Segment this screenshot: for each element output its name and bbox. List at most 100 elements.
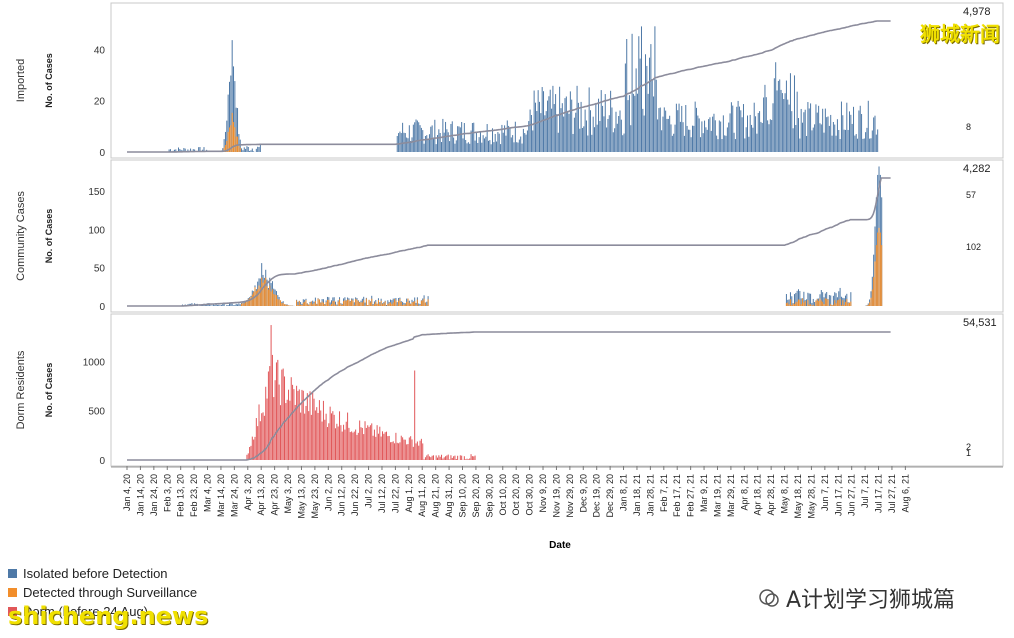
bar-isolated bbox=[322, 299, 324, 306]
bar-isolated bbox=[419, 125, 421, 152]
bar-surveillance bbox=[373, 303, 375, 306]
bar-isolated bbox=[391, 300, 393, 306]
bar-isolated bbox=[798, 289, 799, 306]
bar-isolated bbox=[855, 134, 857, 152]
bar-dorm bbox=[314, 410, 316, 460]
x-tick-label: May 23, 20 bbox=[310, 474, 320, 519]
bar-isolated bbox=[791, 111, 793, 152]
bar-isolated bbox=[820, 290, 822, 306]
bar-surveillance bbox=[407, 298, 409, 306]
bar-isolated bbox=[638, 36, 640, 152]
bar-isolated bbox=[493, 142, 495, 152]
bar-dorm bbox=[336, 423, 338, 460]
bar-dorm bbox=[445, 456, 447, 460]
bar-isolated bbox=[259, 144, 261, 152]
bar-surveillance bbox=[398, 300, 400, 306]
bar-isolated bbox=[814, 301, 816, 306]
bar-surveillance bbox=[367, 305, 369, 306]
bar-dorm bbox=[411, 439, 413, 460]
bar-isolated bbox=[650, 44, 652, 153]
bar-isolated bbox=[579, 128, 581, 152]
bar-surveillance bbox=[284, 304, 286, 306]
bar-dorm bbox=[279, 405, 281, 460]
bar-isolated bbox=[717, 139, 719, 152]
bar-dorm bbox=[266, 398, 268, 460]
bar-isolated bbox=[249, 150, 251, 152]
bar-isolated bbox=[447, 132, 449, 152]
bar-surveillance bbox=[394, 298, 396, 306]
bar-isolated bbox=[661, 130, 663, 152]
bar-surveillance bbox=[871, 289, 873, 306]
bar-isolated bbox=[250, 150, 252, 152]
x-tick-label: Aug 21, 20 bbox=[431, 474, 441, 518]
bar-isolated bbox=[455, 140, 457, 152]
bar-surveillance bbox=[838, 299, 840, 306]
bar-dorm bbox=[332, 411, 334, 460]
bar-isolated bbox=[504, 125, 506, 152]
bar-isolated bbox=[807, 292, 809, 306]
bar-isolated bbox=[647, 93, 649, 152]
bar-isolated bbox=[547, 100, 549, 152]
bar-surveillance bbox=[243, 303, 245, 306]
bar-surveillance bbox=[361, 302, 363, 306]
bar-dorm bbox=[395, 432, 397, 460]
bar-surveillance bbox=[812, 304, 814, 306]
x-tick-label: Nov 9, 20 bbox=[538, 474, 548, 513]
bar-isolated bbox=[755, 116, 757, 152]
bar-dorm bbox=[270, 325, 272, 460]
bar-isolated bbox=[553, 104, 555, 152]
bar-isolated bbox=[549, 89, 551, 152]
bar-isolated bbox=[838, 130, 840, 152]
bar-isolated bbox=[533, 90, 535, 152]
bar-dorm bbox=[316, 407, 318, 460]
cumulative-total-label: 4,282 bbox=[963, 163, 991, 175]
bar-isolated bbox=[604, 94, 606, 152]
bar-isolated bbox=[402, 122, 404, 152]
bar-isolated bbox=[589, 110, 591, 152]
bar-dorm bbox=[324, 419, 326, 460]
bar-surveillance bbox=[316, 304, 318, 306]
bar-isolated bbox=[516, 142, 518, 152]
watermark-bottom-right: A计划学习狮城篇 bbox=[758, 582, 955, 614]
bar-isolated bbox=[654, 26, 656, 152]
bar-isolated bbox=[669, 115, 671, 152]
bar-dorm bbox=[329, 406, 331, 460]
bar-surveillance bbox=[408, 302, 410, 306]
bar-surveillance bbox=[317, 298, 319, 306]
bar-dorm bbox=[415, 443, 417, 460]
panel-frame bbox=[110, 159, 1004, 313]
bar-dorm bbox=[300, 412, 302, 460]
bar-dorm bbox=[432, 455, 434, 460]
bar-dorm bbox=[423, 459, 425, 460]
bar-surveillance bbox=[830, 304, 832, 306]
x-tick-label: Jul 27, 21 bbox=[887, 474, 897, 513]
bar-dorm bbox=[320, 410, 322, 460]
bar-isolated bbox=[713, 113, 715, 152]
bar-dorm bbox=[402, 437, 404, 460]
bar-dorm bbox=[335, 428, 337, 460]
bar-isolated bbox=[783, 99, 785, 152]
bar-isolated bbox=[216, 304, 218, 306]
bar-surveillance bbox=[238, 145, 240, 152]
bar-isolated bbox=[734, 139, 736, 152]
bar-surveillance bbox=[384, 301, 386, 306]
bar-surveillance bbox=[339, 299, 341, 306]
bar-surveillance bbox=[230, 125, 232, 152]
bar-dorm bbox=[391, 442, 393, 460]
bar-isolated bbox=[497, 132, 499, 152]
bar-dorm bbox=[333, 414, 335, 460]
bar-isolated bbox=[753, 102, 755, 152]
x-tick-label: Jun 27, 21 bbox=[847, 474, 857, 516]
bar-isolated bbox=[233, 66, 235, 152]
bar-isolated bbox=[211, 305, 213, 306]
bar-dorm bbox=[292, 384, 294, 460]
bar-isolated bbox=[742, 104, 744, 152]
bar-isolated bbox=[241, 148, 243, 152]
bar-isolated bbox=[768, 124, 770, 152]
bar-isolated bbox=[521, 143, 523, 152]
bar-isolated bbox=[513, 142, 515, 152]
bar-surveillance bbox=[823, 304, 825, 306]
bar-dorm bbox=[348, 427, 350, 460]
bar-dorm bbox=[368, 426, 370, 460]
